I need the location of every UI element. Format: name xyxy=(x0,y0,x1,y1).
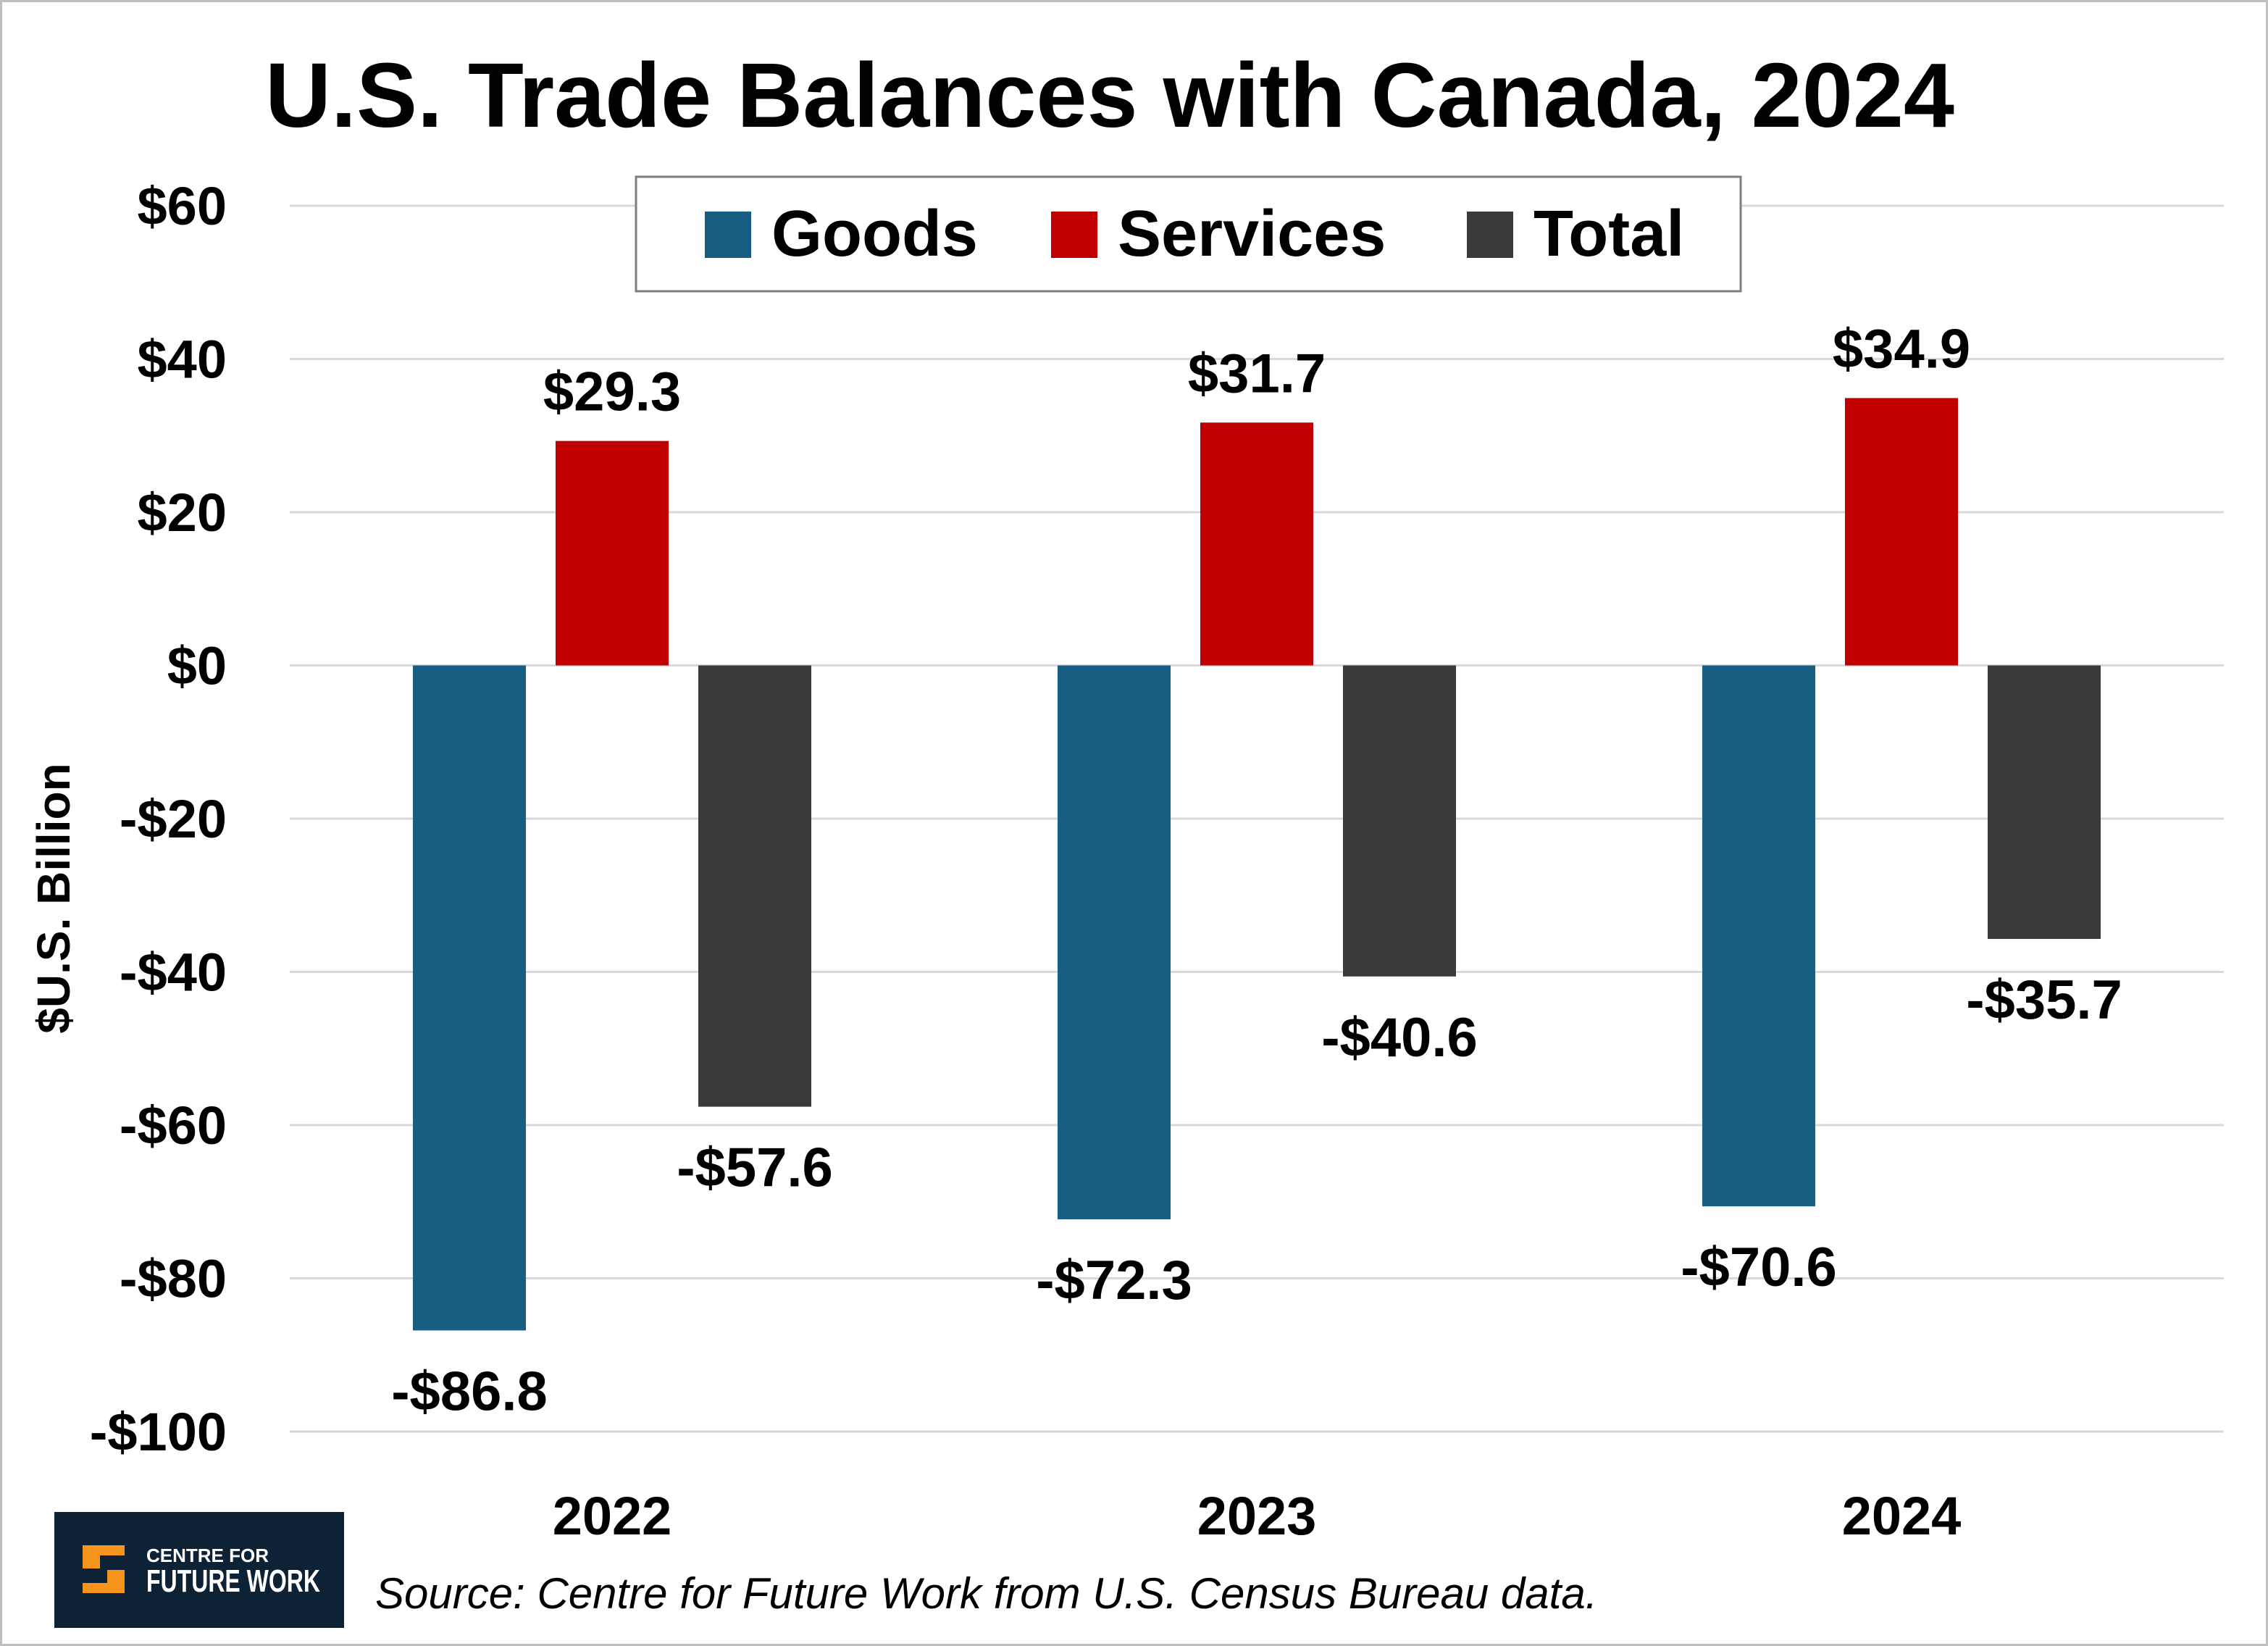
data-label: -$57.6 xyxy=(677,1137,833,1199)
bar-total xyxy=(698,665,811,1107)
data-label: -$40.6 xyxy=(1321,1007,1478,1069)
data-label: $34.9 xyxy=(1833,318,1970,380)
x-category-label: 2024 xyxy=(1842,1486,1962,1546)
y-axis-label: $U.S. Billion xyxy=(28,763,80,1033)
bar-services xyxy=(1200,422,1313,666)
bar-goods xyxy=(413,665,526,1331)
legend-swatch-total xyxy=(1467,212,1513,258)
logo-line-2: FUTURE WORK xyxy=(146,1563,320,1599)
bar-goods xyxy=(1058,665,1171,1220)
x-category-label: 2023 xyxy=(1197,1486,1317,1546)
y-tick-label: $20 xyxy=(138,482,227,543)
legend-box xyxy=(635,175,1742,293)
data-label: $31.7 xyxy=(1188,343,1326,404)
data-label: -$70.6 xyxy=(1681,1237,1837,1298)
bar-total xyxy=(1988,665,2101,940)
source-note: Source: Centre for Future Work from U.S.… xyxy=(375,1569,1597,1618)
bars xyxy=(413,398,2101,1331)
logo: CENTRE FOR FUTURE WORK xyxy=(54,1512,344,1628)
legend-swatch-services xyxy=(1051,212,1097,258)
y-tick-label: -$60 xyxy=(120,1095,227,1156)
x-axis-categories: 2022 2023 2024 xyxy=(553,1486,1962,1546)
logo-line-1: CENTRE FOR xyxy=(146,1545,269,1566)
data-label: -$35.7 xyxy=(1966,969,2122,1031)
bar-services xyxy=(1845,398,1958,666)
y-tick-label: $40 xyxy=(138,330,227,390)
legend-label-total: Total xyxy=(1533,198,1684,270)
y-tick-label: $0 xyxy=(167,636,227,696)
y-axis-ticks: $60 $40 $20 $0 -$20 -$40 -$60 -$80 -$100 xyxy=(90,176,227,1462)
legend-swatch-goods xyxy=(705,212,751,258)
logo-background xyxy=(54,1512,344,1628)
data-label: -$86.8 xyxy=(391,1361,548,1422)
bar-services xyxy=(556,440,669,666)
bar-total xyxy=(1343,665,1456,977)
y-tick-label: -$40 xyxy=(120,943,227,1003)
y-tick-label: -$100 xyxy=(90,1402,227,1462)
chart-title: U.S. Trade Balances with Canada, 2024 xyxy=(265,44,1954,146)
logo-mark-icon xyxy=(83,1545,125,1593)
y-tick-label: -$80 xyxy=(120,1249,227,1309)
legend-label-services: Services xyxy=(1118,198,1386,270)
legend: Goods Services Total xyxy=(635,175,1742,293)
y-tick-label: $60 xyxy=(138,176,227,236)
x-category-label: 2022 xyxy=(553,1486,672,1546)
data-labels: -$86.8 $29.3 -$57.6 -$72.3 $31.7 -$40.6 -$70.6… xyxy=(391,318,2122,1422)
data-label: $29.3 xyxy=(543,362,681,423)
data-label: -$72.3 xyxy=(1036,1250,1192,1311)
legend-label-goods: Goods xyxy=(771,198,978,270)
bar-goods xyxy=(1702,665,1815,1207)
y-tick-label: -$20 xyxy=(120,789,227,849)
